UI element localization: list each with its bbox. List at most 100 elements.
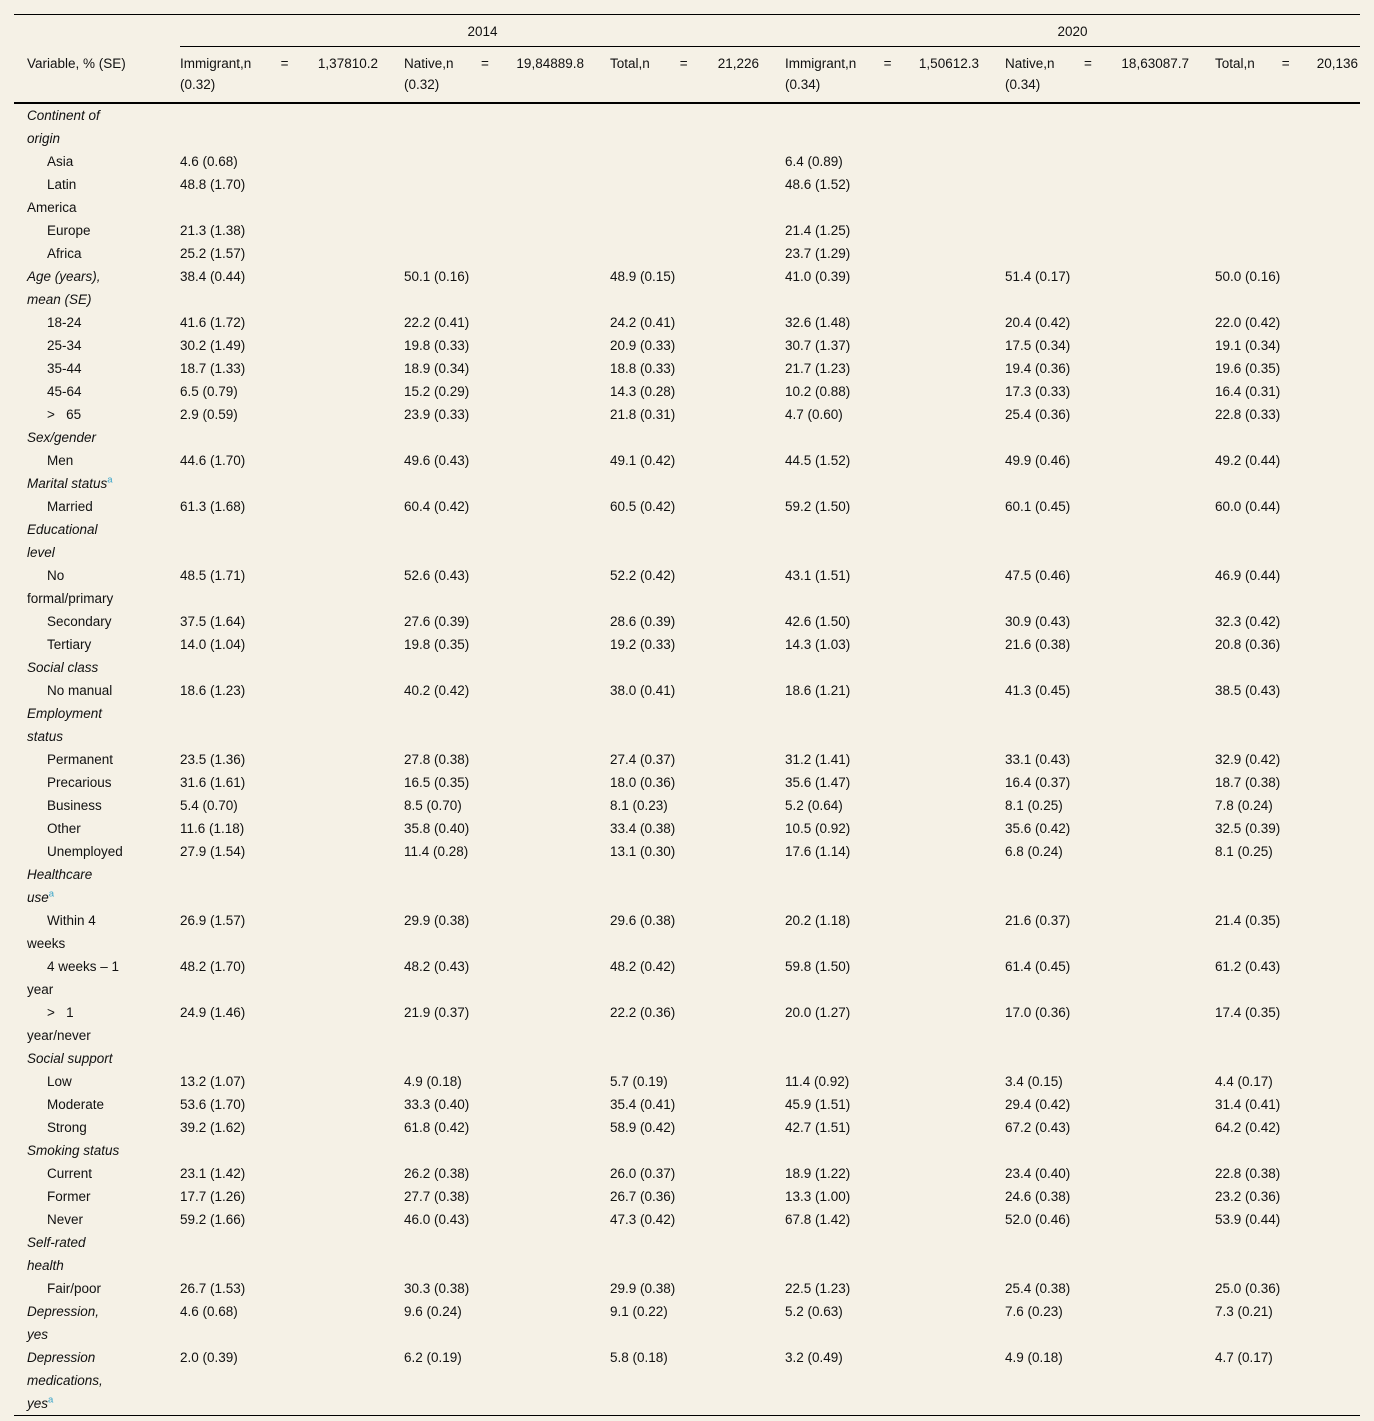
row-label: Business xyxy=(14,794,180,817)
table-row: Permanent 23.5 (1.36) 27.8 (0.38) 27.4 (… xyxy=(14,748,1360,771)
column-header-2014-immigrant: Immigrant,n = 1,37810.2 (0.32) xyxy=(180,46,404,104)
row-label: Former xyxy=(14,1185,180,1208)
data-cell: 19.6 (0.35) xyxy=(1215,361,1281,376)
data-cell xyxy=(404,518,610,564)
table-row: Secondary 37.5 (1.64) 27.6 (0.39) 28.6 (… xyxy=(14,610,1360,633)
row-label-text: Sex/gender xyxy=(27,430,97,445)
row-label-text: Social support xyxy=(27,1051,113,1066)
row-label: Asia xyxy=(14,150,180,173)
row-label: Within 4 weeks xyxy=(14,909,180,955)
data-cell: 24.2 (0.41) xyxy=(610,315,676,330)
row-label: Educational level xyxy=(14,518,180,564)
data-cell: 48.2 (0.43) xyxy=(404,959,470,974)
row-label: 4 weeks – 1 year xyxy=(14,955,180,1001)
data-cell: 29.6 (0.38) xyxy=(610,913,676,928)
data-cell xyxy=(1215,219,1360,242)
row-label: Age (years), mean (SE) xyxy=(14,265,180,311)
row-label-text: Depression, yes xyxy=(27,1304,100,1342)
data-cell: 18.9 (0.34) xyxy=(404,361,470,376)
table-row: Tertiary 14.0 (1.04) 19.8 (0.35) 19.2 (0… xyxy=(14,633,1360,656)
data-cell: 30.9 (0.43) xyxy=(1005,614,1071,629)
data-cell: 49.1 (0.42) xyxy=(610,453,676,468)
data-cell: 23.1 (1.42) xyxy=(180,1166,246,1181)
table-row: Business 5.4 (0.70) 8.5 (0.70) 8.1 (0.23… xyxy=(14,794,1360,817)
row-label-text: > 65 xyxy=(47,407,82,422)
row-label-text: Continent of origin xyxy=(27,108,100,146)
row-label-text: Low xyxy=(47,1074,72,1089)
data-cell: 21.7 (1.23) xyxy=(785,361,851,376)
data-cell: 31.4 (0.41) xyxy=(1215,1097,1281,1112)
data-cell: 10.2 (0.88) xyxy=(785,384,851,399)
data-cell xyxy=(1005,518,1215,564)
table-row: Men 44.6 (1.70) 49.6 (0.43) 49.1 (0.42) … xyxy=(14,449,1360,472)
data-cell xyxy=(180,518,404,564)
data-cell: 20.2 (1.18) xyxy=(785,913,851,928)
row-label: 45-64 xyxy=(14,380,180,403)
table-row: Asia 4.6 (0.68) 6.4 (0.89) xyxy=(14,150,1360,173)
data-cell: 20.8 (0.36) xyxy=(1215,637,1281,652)
table-row: Marital statusa xyxy=(14,472,1360,495)
table-row: Depression, yes 4.6 (0.68) 9.6 (0.24) 9.… xyxy=(14,1300,1360,1346)
data-cell: 61.2 (0.43) xyxy=(1215,959,1281,974)
row-label-text: Never xyxy=(47,1212,84,1227)
data-cell: 26.7 (1.53) xyxy=(180,1281,246,1296)
data-cell: 18.6 (1.23) xyxy=(180,683,246,698)
data-cell: 47.3 (0.42) xyxy=(610,1212,676,1227)
data-cell xyxy=(1215,1139,1360,1162)
data-cell: 41.6 (1.72) xyxy=(180,315,246,330)
data-cell: 58.9 (0.42) xyxy=(610,1120,676,1135)
data-cell: 33.4 (0.38) xyxy=(610,821,676,836)
data-cell: 27.7 (0.38) xyxy=(404,1189,470,1204)
data-cell xyxy=(180,1231,404,1277)
data-cell: 5.8 (0.18) xyxy=(610,1350,668,1365)
row-label-text: 25-34 xyxy=(47,338,82,353)
data-cell: 18.6 (1.21) xyxy=(785,683,851,698)
equals-sign: = xyxy=(883,56,892,71)
table-row: Strong 39.2 (1.62) 61.8 (0.42) 58.9 (0.4… xyxy=(14,1116,1360,1139)
data-cell: 52.0 (0.46) xyxy=(1005,1212,1071,1227)
data-cell: 52.6 (0.43) xyxy=(404,568,470,583)
row-label-text: Latin America xyxy=(27,177,77,215)
column-n-value: 20,136 xyxy=(1316,56,1358,71)
data-cell: 21.9 (0.37) xyxy=(404,1005,470,1020)
data-cell: 21.3 (1.38) xyxy=(180,223,246,238)
column-header-line1: Immigrant,n = 1,50612.3 xyxy=(785,53,979,74)
column-header-line1: Native,n = 19,84889.8 xyxy=(404,53,584,74)
data-cell xyxy=(1005,1231,1215,1277)
data-cell xyxy=(180,863,404,909)
data-cell: 13.1 (0.30) xyxy=(610,844,676,859)
data-cell xyxy=(785,863,1005,909)
data-cell xyxy=(404,1139,610,1162)
table-row: Fair/poor 26.7 (1.53) 30.3 (0.38) 29.9 (… xyxy=(14,1277,1360,1300)
row-label: Social class xyxy=(14,656,180,679)
data-cell: 9.1 (0.22) xyxy=(610,1304,668,1319)
table-row: Other 11.6 (1.18) 35.8 (0.40) 33.4 (0.38… xyxy=(14,817,1360,840)
data-cell: 43.1 (1.51) xyxy=(785,568,851,583)
table-row: Europe 21.3 (1.38) 21.4 (1.25) xyxy=(14,219,1360,242)
data-cell: 26.9 (1.57) xyxy=(180,913,246,928)
row-label-superscript: a xyxy=(48,1394,54,1406)
row-label-text: Business xyxy=(47,798,102,813)
column-header-2020-immigrant: Immigrant,n = 1,50612.3 (0.34) xyxy=(785,46,1005,104)
row-label: > 65 xyxy=(14,403,180,426)
data-cell: 59.8 (1.50) xyxy=(785,959,851,974)
table-row: Married 61.3 (1.68) 60.4 (0.42) 60.5 (0.… xyxy=(14,495,1360,518)
data-cell xyxy=(1005,863,1215,909)
equals-sign: = xyxy=(1281,56,1290,71)
row-label: Moderate xyxy=(14,1093,180,1116)
data-cell: 19.8 (0.33) xyxy=(404,338,470,353)
data-cell xyxy=(610,1047,785,1070)
row-label-text: 18-24 xyxy=(47,315,82,330)
table-row: Former 17.7 (1.26) 27.7 (0.38) 26.7 (0.3… xyxy=(14,1185,1360,1208)
data-cell: 5.7 (0.19) xyxy=(610,1074,668,1089)
row-label: Men xyxy=(14,449,180,472)
data-cell: 4.7 (0.60) xyxy=(785,407,843,422)
data-cell: 30.7 (1.37) xyxy=(785,338,851,353)
data-cell: 2.9 (0.59) xyxy=(180,407,238,422)
data-cell: 20.4 (0.42) xyxy=(1005,315,1071,330)
row-label: Depression, yes xyxy=(14,1300,180,1346)
data-cell: 53.6 (1.70) xyxy=(180,1097,246,1112)
data-cell: 22.8 (0.38) xyxy=(1215,1166,1281,1181)
data-cell xyxy=(1005,173,1215,219)
data-cell xyxy=(1005,426,1215,449)
